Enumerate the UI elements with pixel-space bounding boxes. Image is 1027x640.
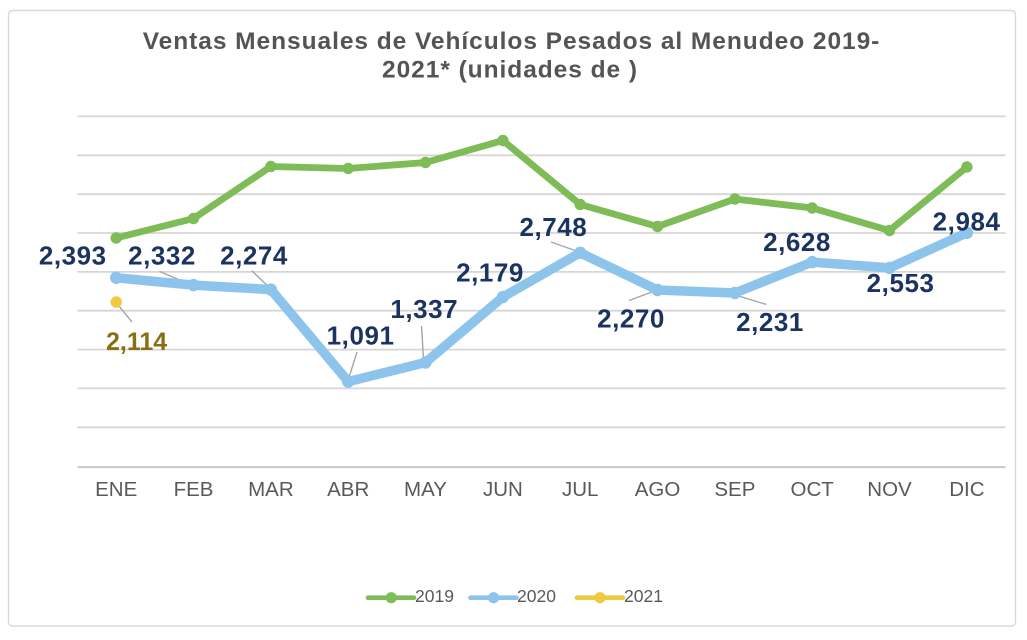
svg-text:2,231: 2,231 <box>736 307 804 337</box>
svg-text:2020: 2020 <box>517 586 556 606</box>
svg-text:2,553: 2,553 <box>867 268 935 298</box>
svg-text:1,337: 1,337 <box>390 294 458 324</box>
svg-text:2,984: 2,984 <box>933 207 1001 237</box>
svg-text:JUL: JUL <box>562 478 598 501</box>
svg-text:JUN: JUN <box>483 478 523 501</box>
svg-text:ABR: ABR <box>327 478 369 501</box>
svg-text:SEP: SEP <box>714 478 755 501</box>
svg-text:AGO: AGO <box>635 478 681 501</box>
svg-text:2,114: 2,114 <box>106 328 167 356</box>
svg-text:2,628: 2,628 <box>763 227 831 257</box>
svg-text:ENE: ENE <box>95 478 137 501</box>
svg-text:DIC: DIC <box>949 478 985 501</box>
svg-text:2,274: 2,274 <box>220 241 288 271</box>
svg-text:2,332: 2,332 <box>128 241 196 271</box>
svg-text:2021: 2021 <box>624 586 663 606</box>
svg-text:2,748: 2,748 <box>519 212 587 242</box>
svg-text:MAR: MAR <box>248 478 294 501</box>
svg-text:OCT: OCT <box>791 478 835 501</box>
svg-text:2021* (unidades de ): 2021* (unidades de ) <box>382 57 638 84</box>
svg-text:2,393: 2,393 <box>39 241 107 271</box>
svg-text:MAY: MAY <box>404 478 447 501</box>
svg-text:1,091: 1,091 <box>327 321 395 351</box>
svg-text:FEB: FEB <box>174 478 214 501</box>
svg-text:NOV: NOV <box>867 478 912 501</box>
svg-text:2,179: 2,179 <box>456 258 524 288</box>
svg-text:Ventas Mensuales de Vehículos: Ventas Mensuales de Vehículos Pesados al… <box>143 28 881 55</box>
svg-text:2,270: 2,270 <box>597 304 665 334</box>
svg-text:2019: 2019 <box>415 586 454 606</box>
